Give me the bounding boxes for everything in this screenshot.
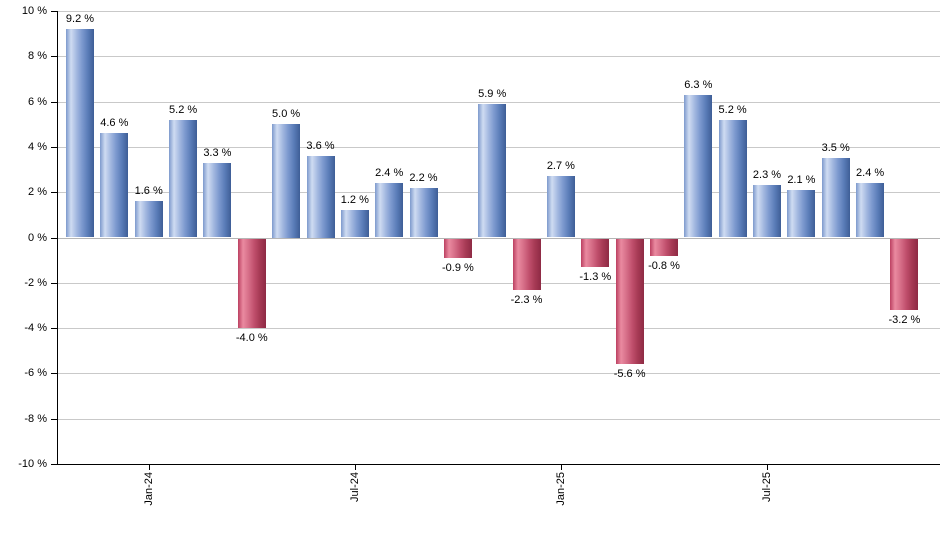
bar-positive bbox=[306, 156, 335, 238]
bar-value-label: 5.9 % bbox=[478, 87, 507, 100]
bar-negative bbox=[512, 238, 541, 290]
y-axis-tick-label: 4 % bbox=[28, 140, 47, 153]
bar-positive bbox=[856, 183, 885, 238]
y-axis-tick-mark bbox=[51, 418, 57, 420]
y-axis-tick-mark bbox=[51, 328, 57, 330]
y-axis-tick-mark bbox=[51, 282, 57, 284]
bar-value-label: 4.6 % bbox=[100, 117, 129, 130]
x-axis-tick-mark bbox=[767, 464, 768, 470]
bar-value-label: 3.6 % bbox=[306, 140, 335, 152]
x-axis-tick-mark bbox=[560, 464, 562, 470]
bar-positive bbox=[203, 162, 232, 238]
gridline bbox=[57, 373, 940, 375]
gridline bbox=[57, 328, 940, 330]
bar-positive bbox=[684, 94, 713, 238]
bar-positive bbox=[546, 176, 575, 238]
bar-positive bbox=[66, 29, 94, 238]
x-axis-tick-label: Jul-24 bbox=[348, 472, 361, 502]
bar-negative bbox=[615, 238, 644, 365]
bar-value-label: -0.8 % bbox=[648, 259, 680, 272]
bar-positive bbox=[272, 124, 301, 238]
y-axis-tick-label: 0 % bbox=[28, 231, 47, 244]
bar-value-label: 3.5 % bbox=[821, 142, 850, 155]
zero-line bbox=[57, 237, 940, 239]
bar-positive bbox=[787, 189, 816, 238]
gridline bbox=[57, 418, 940, 420]
x-axis-tick-mark bbox=[148, 464, 150, 470]
y-axis-line bbox=[57, 11, 58, 465]
bar-positive bbox=[478, 103, 507, 238]
bar-value-label: 5.2 % bbox=[718, 103, 747, 116]
bar-positive bbox=[409, 187, 438, 238]
bar-positive bbox=[753, 185, 781, 238]
bar-value-label: 3.3 % bbox=[203, 146, 232, 159]
y-axis-tick-label: -6 % bbox=[24, 367, 47, 380]
x-axis-line bbox=[57, 464, 940, 465]
bar-positive bbox=[340, 210, 369, 238]
bar-value-label: 1.2 % bbox=[340, 194, 369, 207]
y-axis-tick-label: 8 % bbox=[28, 50, 47, 63]
y-axis-tick-mark bbox=[51, 373, 57, 375]
x-axis-tick-label: Jan-24 bbox=[142, 472, 155, 506]
bar-value-label: 9.2 % bbox=[65, 13, 95, 26]
y-axis-tick-mark bbox=[51, 192, 57, 194]
bar-negative bbox=[443, 238, 472, 258]
y-axis-tick-label: 10 % bbox=[21, 5, 47, 17]
bar-value-label: 2.4 % bbox=[375, 167, 404, 180]
bar-positive bbox=[821, 158, 850, 238]
bar-positive bbox=[169, 119, 198, 238]
bar-positive bbox=[134, 201, 163, 238]
y-axis-tick-label: -2 % bbox=[24, 276, 47, 289]
bar-negative bbox=[581, 238, 610, 267]
y-axis-tick-label: -4 % bbox=[24, 322, 47, 335]
bar-value-label: 6.3 % bbox=[684, 78, 713, 91]
bar-negative bbox=[237, 238, 266, 329]
gridline bbox=[57, 282, 940, 284]
y-axis-tick-label: 2 % bbox=[28, 186, 47, 199]
y-axis-tick-mark bbox=[51, 464, 57, 465]
bar-value-label: 2.1 % bbox=[787, 173, 816, 186]
bar-value-label: -4.0 % bbox=[235, 332, 268, 345]
bar-value-label: 1.6 % bbox=[134, 185, 163, 198]
y-axis-tick-label: -8 % bbox=[24, 412, 47, 425]
bar-value-label: -1.3 % bbox=[579, 270, 612, 283]
gridline bbox=[57, 56, 940, 58]
y-axis-tick-label: -10 % bbox=[18, 458, 47, 470]
bar-negative bbox=[650, 238, 678, 256]
bar-value-label: 2.3 % bbox=[752, 169, 782, 182]
bar-value-label: 2.2 % bbox=[409, 171, 438, 184]
bar-value-label: -2.3 % bbox=[510, 293, 543, 306]
y-axis-tick-mark bbox=[51, 237, 57, 239]
bar-positive bbox=[718, 119, 747, 238]
gridline bbox=[57, 101, 940, 103]
bar-value-label: 2.7 % bbox=[546, 160, 575, 173]
x-axis-tick-mark bbox=[354, 464, 356, 470]
bar-value-label: -0.9 % bbox=[441, 261, 474, 274]
gridline bbox=[57, 11, 940, 12]
bar-value-label: -5.6 % bbox=[613, 368, 646, 381]
x-axis-tick-label: Jan-25 bbox=[554, 472, 567, 506]
bar-positive bbox=[375, 183, 404, 238]
bar-negative bbox=[890, 238, 919, 310]
y-axis-tick-mark bbox=[51, 101, 57, 103]
bar-value-label: 5.0 % bbox=[272, 108, 301, 121]
bar-positive bbox=[100, 133, 129, 238]
y-axis-tick-mark bbox=[51, 11, 57, 12]
bar-value-label: -3.2 % bbox=[888, 314, 921, 326]
bar-value-label: 5.2 % bbox=[169, 103, 198, 116]
y-axis-tick-mark bbox=[51, 56, 57, 58]
y-axis-tick-mark bbox=[51, 146, 57, 148]
x-axis-tick-label: Jul-25 bbox=[761, 472, 773, 502]
bar-value-label: 2.4 % bbox=[856, 167, 885, 180]
y-axis-tick-label: 6 % bbox=[28, 95, 47, 108]
